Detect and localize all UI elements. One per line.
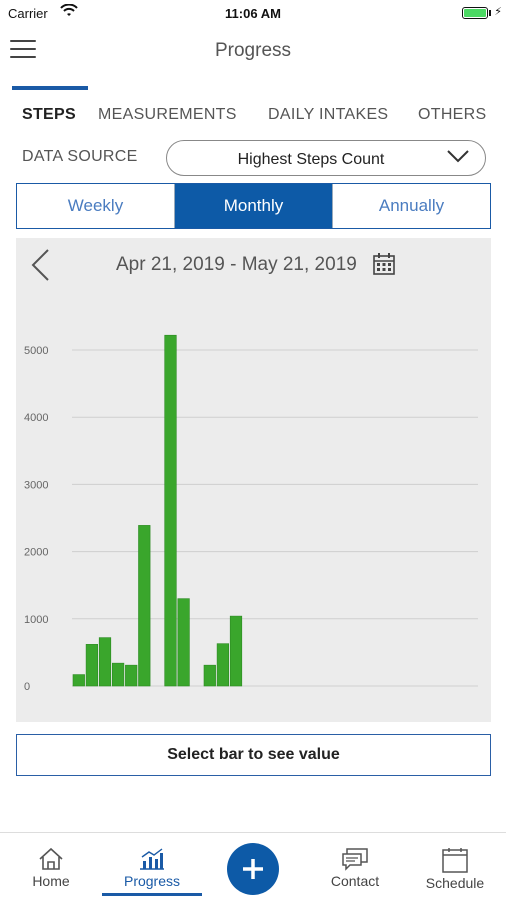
bottom-navigation: Home Progress Contact S xyxy=(0,832,506,900)
nav-contact[interactable]: Contact xyxy=(310,847,400,889)
tab-others[interactable]: OTHERS xyxy=(418,106,487,123)
y-tick-label: 2000 xyxy=(24,547,48,559)
chevron-down-icon xyxy=(447,150,469,163)
tab-measurements[interactable]: MEASUREMENTS xyxy=(98,106,237,123)
page-title: Progress xyxy=(214,40,292,61)
chart-bar[interactable] xyxy=(177,598,190,687)
data-source-value: Highest Steps Count xyxy=(237,151,385,168)
chart-bar[interactable] xyxy=(138,525,151,687)
chart-icon xyxy=(140,848,164,870)
plus-icon xyxy=(243,859,263,879)
active-tab-indicator xyxy=(12,86,88,90)
nav-schedule[interactable]: Schedule xyxy=(410,847,500,891)
chart-bar[interactable] xyxy=(85,644,98,687)
period-monthly[interactable]: Monthly xyxy=(175,184,333,228)
category-tabs: STEPS MEASUREMENTS DAILY INTAKES OTHERS xyxy=(0,86,506,132)
nav-schedule-label: Schedule xyxy=(425,875,485,891)
nav-home-label: Home xyxy=(32,873,70,889)
nav-contact-label: Contact xyxy=(330,873,380,889)
period-selector: Weekly Monthly Annually xyxy=(16,183,491,229)
tab-daily-intakes[interactable]: DAILY INTAKES xyxy=(268,106,389,123)
chart-bar[interactable] xyxy=(229,615,243,687)
chevron-left-icon[interactable] xyxy=(30,248,50,282)
y-tick-label: 1000 xyxy=(24,614,48,626)
active-nav-indicator xyxy=(102,893,202,896)
y-tick-label: 0 xyxy=(24,681,30,693)
calendar-icon xyxy=(442,848,468,873)
chart-bar[interactable] xyxy=(98,637,112,687)
chart-bar[interactable] xyxy=(112,662,125,687)
wifi-icon xyxy=(60,4,78,16)
status-bar: Carrier 11:06 AM ⚡ xyxy=(0,0,506,26)
calendar-icon[interactable] xyxy=(372,252,396,276)
y-tick-label: 5000 xyxy=(24,345,48,357)
chart-bar[interactable] xyxy=(203,664,216,687)
data-source-label: DATA SOURCE xyxy=(22,148,138,165)
selected-value-box: Select bar to see value xyxy=(16,734,491,776)
home-icon xyxy=(39,847,63,870)
data-source-dropdown[interactable]: Highest Steps Count xyxy=(166,140,486,176)
carrier-label: Carrier xyxy=(8,6,48,21)
y-tick-label: 4000 xyxy=(24,412,48,424)
period-weekly[interactable]: Weekly xyxy=(17,184,175,228)
chart-bar[interactable] xyxy=(125,664,138,687)
clock: 11:06 AM xyxy=(225,6,281,21)
chart-bar[interactable] xyxy=(164,334,177,687)
nav-progress-label: Progress xyxy=(123,873,181,889)
hamburger-menu-icon[interactable] xyxy=(10,40,36,60)
charging-icon: ⚡ xyxy=(494,6,502,18)
chart-panel: 0 1000 2000 3000 4000 5000 Apr 21, 2019 - May… xyxy=(16,238,491,722)
chart-bar[interactable] xyxy=(72,674,85,687)
nav-home[interactable]: Home xyxy=(6,847,96,889)
nav-progress[interactable]: Progress xyxy=(107,847,197,889)
steps-bar-chart: 0 1000 2000 3000 4000 5000 xyxy=(24,334,478,693)
date-range: Apr 21, 2019 - May 21, 2019 xyxy=(116,254,357,275)
battery-icon xyxy=(462,7,488,19)
chat-icon xyxy=(342,848,368,871)
period-annually[interactable]: Annually xyxy=(378,196,445,215)
add-button[interactable] xyxy=(227,843,279,895)
app-header: Progress xyxy=(0,30,506,70)
tab-steps[interactable]: STEPS xyxy=(22,106,76,123)
chart-bar[interactable] xyxy=(216,643,230,687)
y-tick-label: 3000 xyxy=(24,479,48,491)
